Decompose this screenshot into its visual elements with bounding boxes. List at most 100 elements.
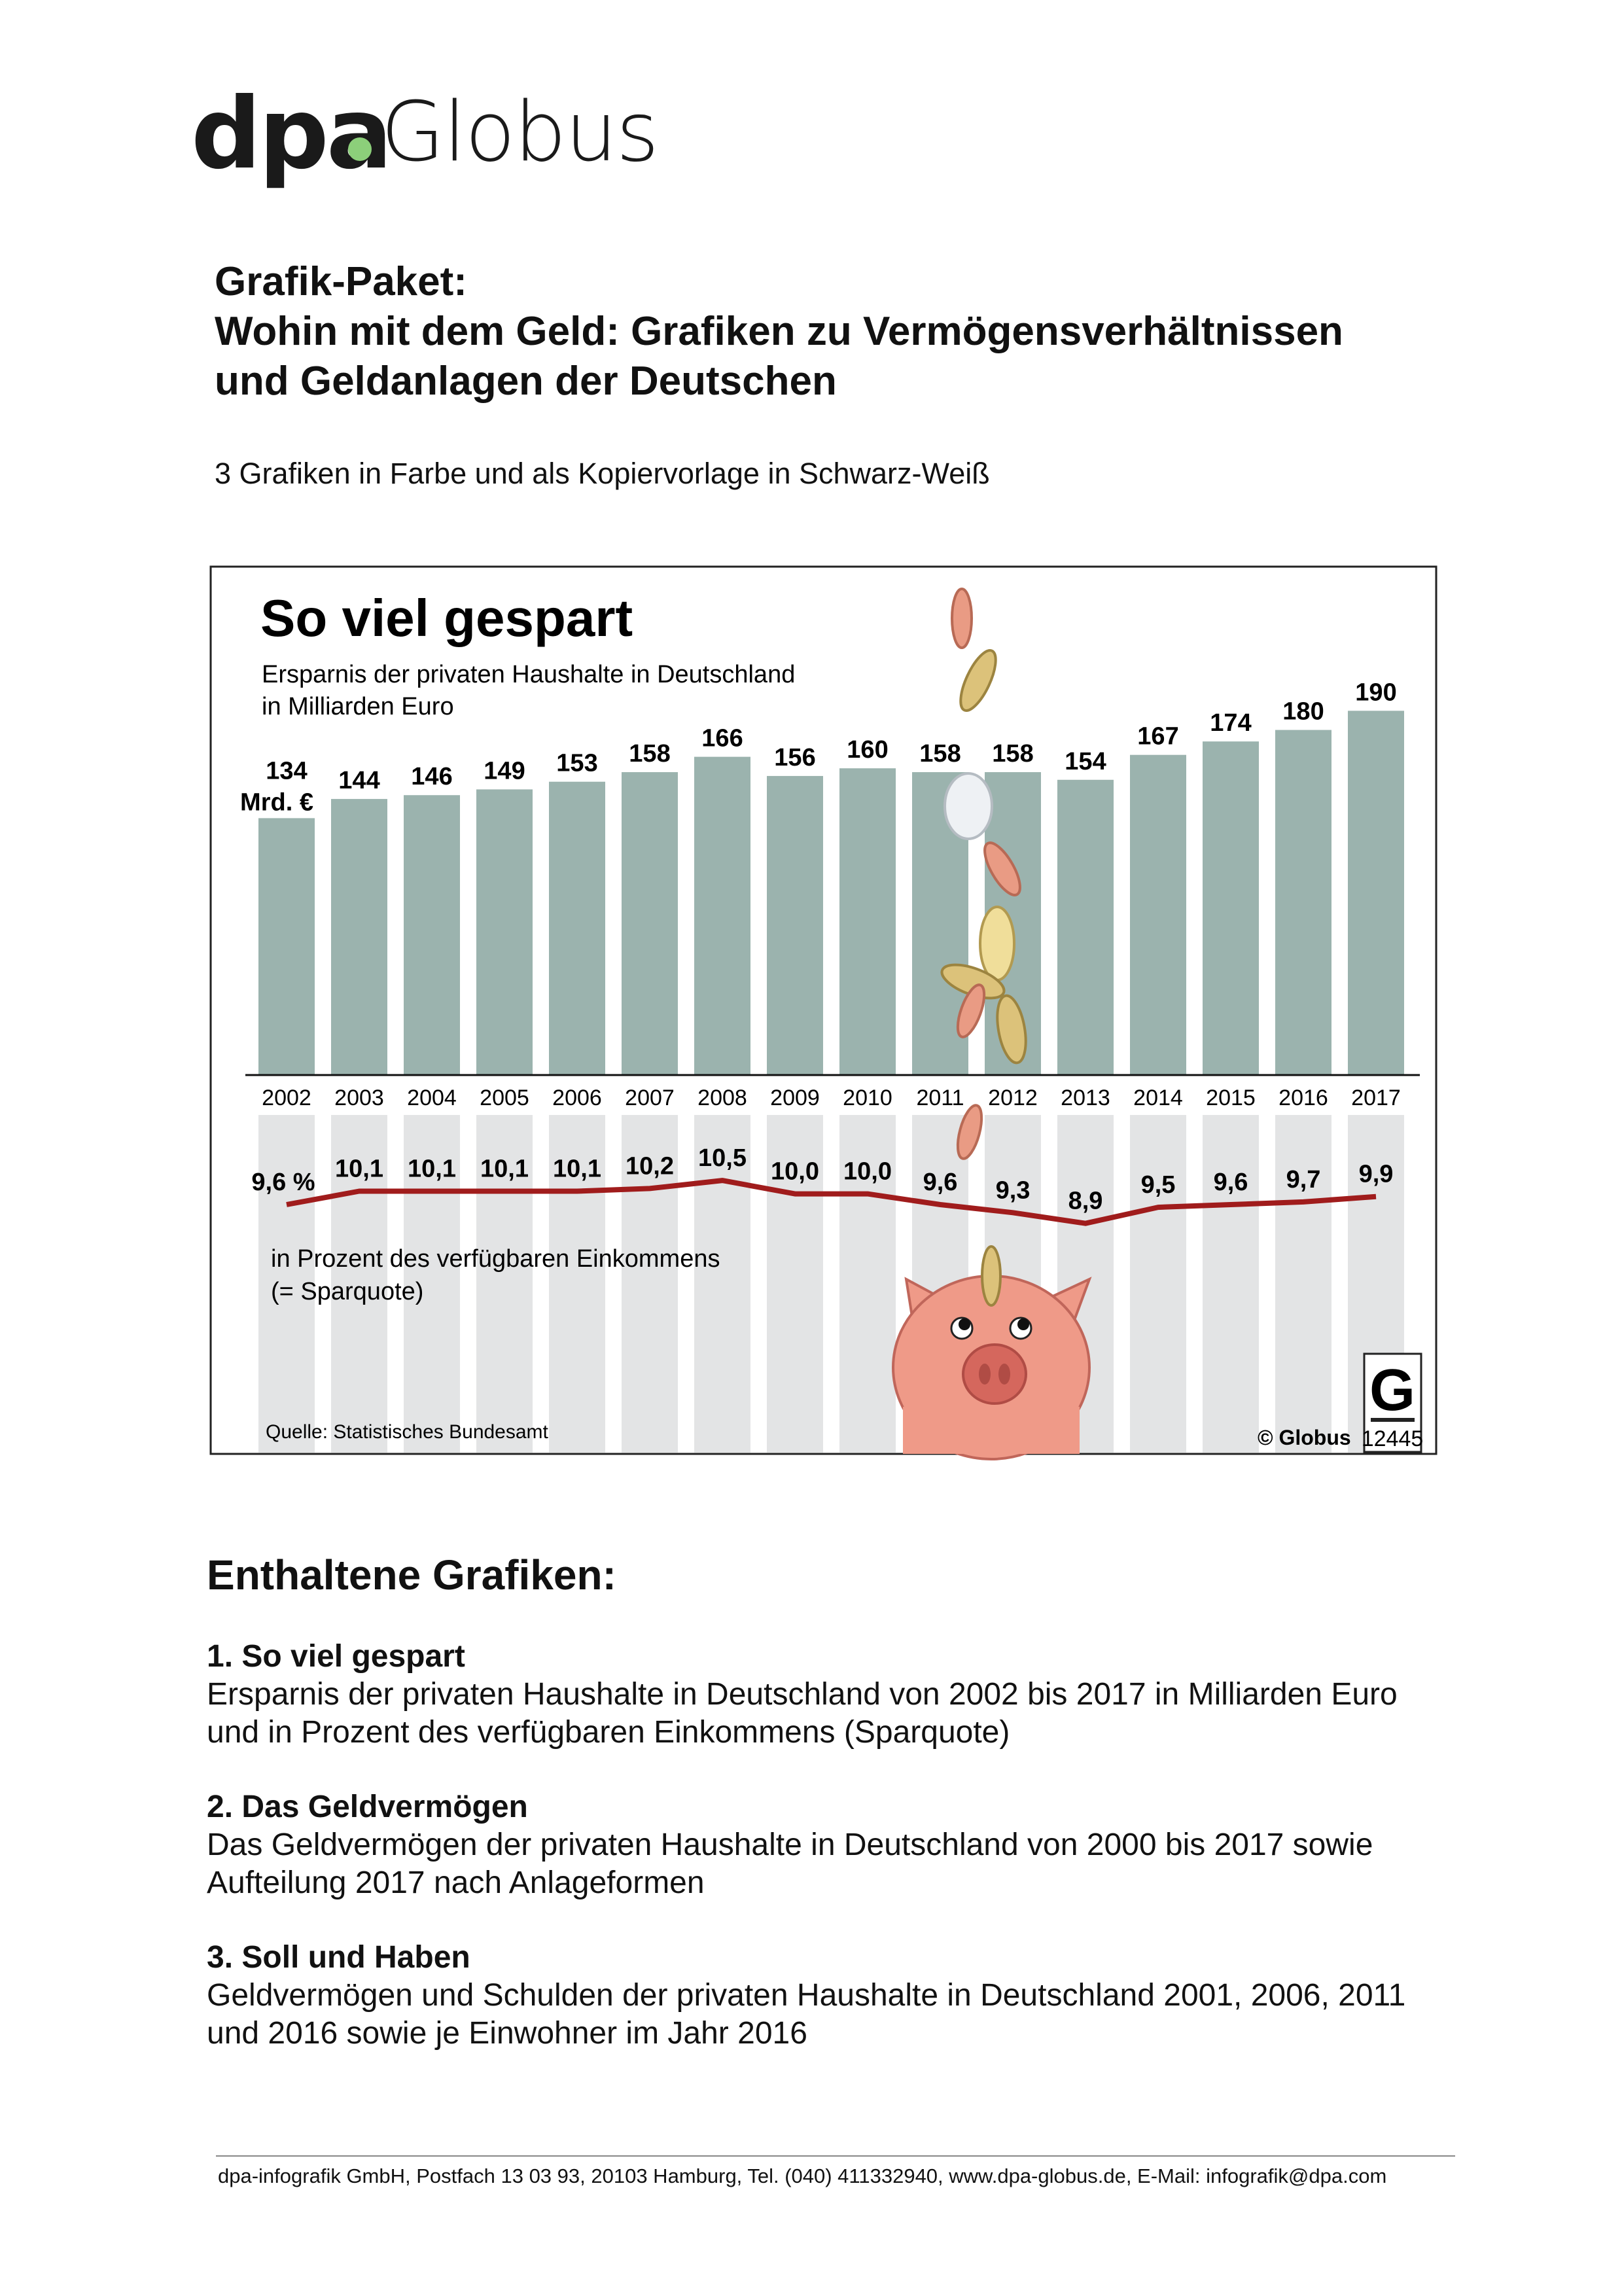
bar-value-label: 149: [484, 757, 525, 785]
bar-value-label: 154: [1065, 748, 1106, 775]
bar-value-label: 180: [1282, 698, 1324, 726]
piggy-bank-illustration: [892, 1245, 1092, 1460]
logo-dpa: dpa: [191, 77, 393, 191]
bar-value-label: 158: [629, 740, 670, 768]
saving-rate-line: [286, 1178, 1377, 1226]
rate-value-label: 10,0: [771, 1158, 819, 1186]
bar-value-label: 156: [774, 744, 815, 771]
year-label: 2017: [1351, 1086, 1401, 1110]
globus-g-icon: G: [1369, 1358, 1415, 1423]
rate-value-label: 9,6: [923, 1169, 958, 1196]
bar-value-label: 174: [1210, 709, 1251, 737]
year-label: 2008: [697, 1086, 747, 1110]
year-label: 2010: [843, 1086, 892, 1110]
rate-value-label: 9,5: [1141, 1171, 1176, 1199]
chart-title: So viel gespart: [260, 589, 633, 647]
bar-value-label: 158: [919, 740, 961, 768]
year-label: 2011: [916, 1086, 964, 1110]
rate-column-stripe: [1203, 1115, 1259, 1453]
contents-item-title: 1. So viel gespart: [207, 1639, 465, 1674]
savings-chart: So viel gespart Ersparnis der privaten H…: [209, 565, 1437, 1460]
bar-2008: [694, 756, 750, 1075]
bar-2015: [1203, 741, 1259, 1075]
coin-icon: [983, 841, 1021, 896]
logo-dot: [348, 137, 372, 161]
rate-value-label: 10,1: [408, 1156, 456, 1183]
year-label: 2003: [334, 1086, 384, 1110]
rate-column-stripe: [258, 1115, 315, 1453]
rate-caption-1: in Prozent des verfügbaren Einkommens: [271, 1245, 720, 1273]
bar-value-label: 158: [992, 740, 1033, 768]
bar-2016: [1275, 730, 1331, 1075]
rate-column-stripe: [622, 1115, 678, 1453]
falling-coins-illustration: [940, 588, 1027, 1160]
rate-value-label: 9,3: [996, 1176, 1031, 1204]
coin-icon: [956, 1104, 983, 1160]
bar-2006: [549, 781, 605, 1075]
rate-value-label: 9,9: [1359, 1161, 1394, 1188]
contents-heading: Enthaltene Grafiken:: [207, 1551, 616, 1598]
rate-column-stripe: [1130, 1115, 1186, 1453]
rate-value-label: 10,1: [480, 1156, 529, 1183]
rate-value-label: 9,7: [1286, 1166, 1321, 1193]
bar-2010: [839, 768, 896, 1075]
year-label: 2013: [1061, 1086, 1110, 1110]
chart-subtitle-2: in Milliarden Euro: [262, 693, 454, 720]
rate-column-stripe: [549, 1115, 605, 1453]
contents-item-text: Das Geldvermögen der privaten Haushalte …: [207, 1828, 1373, 1862]
bar-2013: [1057, 779, 1114, 1075]
rate-column-stripe: [767, 1115, 823, 1453]
rate-value-label: 10,1: [553, 1156, 601, 1183]
bar-2017: [1348, 711, 1404, 1075]
rate-column-stripe: [694, 1115, 750, 1453]
package-label: Grafik-Paket:: [215, 259, 467, 304]
contents-item-text: Aufteilung 2017 nach Anlageformen: [207, 1865, 705, 1900]
year-label: 2012: [988, 1086, 1038, 1110]
bar-unit-label: Mrd. €: [240, 788, 313, 816]
bar-value-label: 190: [1355, 679, 1396, 706]
year-label: 2014: [1133, 1086, 1183, 1110]
coin-icon: [956, 983, 986, 1038]
contents-item-text: Ersparnis der privaten Haushalte in Deut…: [207, 1677, 1398, 1712]
bar-value-label: 146: [411, 763, 452, 790]
package-subtitle: 3 Grafiken in Farbe und als Kopiervorlag…: [215, 457, 990, 490]
rate-column-stripe: [476, 1115, 533, 1453]
coin-icon: [951, 588, 973, 649]
bar-value-label: 167: [1137, 723, 1178, 751]
year-label: 2015: [1206, 1086, 1256, 1110]
footer-contact: dpa-infografik GmbH, Postfach 13 03 93, …: [218, 2164, 1387, 2187]
year-label: 2005: [480, 1086, 529, 1110]
graphic-number: 12445: [1362, 1426, 1424, 1451]
chart-source: Quelle: Statistisches Bundesamt: [266, 1421, 549, 1443]
bar-2003: [331, 799, 387, 1075]
coin-icon: [996, 994, 1027, 1065]
contents-item-text: und in Prozent des verfügbaren Einkommen…: [207, 1715, 1010, 1750]
package-title-line2: und Geldanlagen der Deutschen: [215, 359, 837, 404]
pig-snout: [962, 1343, 1027, 1405]
bar-2002: [258, 818, 315, 1075]
contents-item-title: 3. Soll und Haben: [207, 1940, 470, 1975]
logo-globus: Globus: [381, 84, 659, 180]
rate-caption-2: (= Sparquote): [271, 1278, 423, 1305]
year-label: 2007: [625, 1086, 675, 1110]
year-label: 2002: [262, 1086, 311, 1110]
rate-value-label: 8,9: [1068, 1188, 1103, 1215]
rate-value-label: 10,2: [626, 1152, 674, 1180]
copyright: © Globus: [1258, 1426, 1351, 1449]
bar-2007: [622, 772, 678, 1075]
footer-divider: [216, 2155, 1455, 2157]
rate-value-label: 10,0: [843, 1158, 892, 1186]
bar-2014: [1130, 754, 1186, 1075]
coin-icon: [943, 772, 993, 840]
rate-column-stripe: [404, 1115, 460, 1453]
rate-value-label: 10,1: [335, 1156, 383, 1183]
bar-value-label: 153: [556, 750, 597, 777]
rate-value-label: 10,5: [698, 1144, 747, 1172]
rate-column-stripe: [331, 1115, 387, 1453]
bar-value-label: 160: [847, 736, 888, 764]
coin-icon: [959, 649, 997, 712]
rate-column-stripe: [839, 1115, 896, 1453]
rate-column-stripe: [1275, 1115, 1331, 1453]
coin-icon: [979, 906, 1015, 981]
year-label: 2006: [552, 1086, 602, 1110]
